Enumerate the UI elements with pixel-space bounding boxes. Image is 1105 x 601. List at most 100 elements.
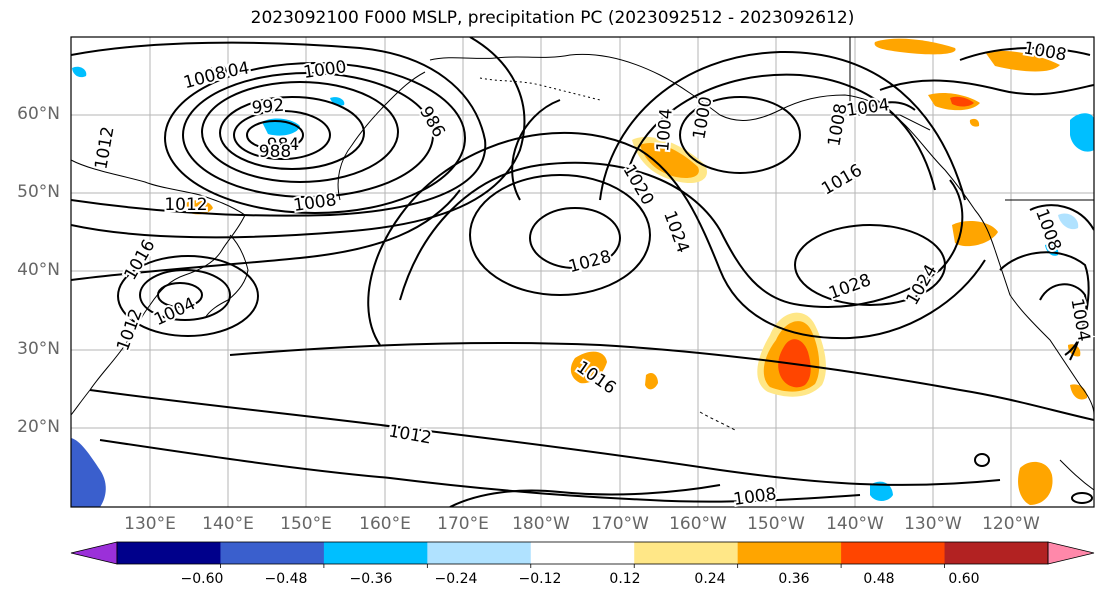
lat-label: 30°N: [17, 339, 60, 359]
isobar-line: [229, 342, 1094, 421]
isobar-line: [449, 484, 721, 507]
colorbar-segment: [323, 542, 428, 564]
lon-label: 160°W: [669, 514, 727, 534]
lat-label: 40°N: [17, 260, 60, 280]
precipitation-shading: [71, 38, 1094, 507]
precip-blob: [71, 438, 106, 507]
isobar-line: [139, 269, 231, 321]
colorbar-tick-label: 0.36: [778, 571, 810, 587]
isobar-line: [529, 207, 621, 269]
colorbar-segment: [530, 542, 635, 564]
isobar-line: [233, 110, 331, 160]
isobar-line: [219, 96, 365, 170]
isobar-line: [157, 282, 203, 308]
coast-border-canada: [849, 37, 931, 131]
colorbar-segment: [220, 542, 325, 564]
precip-blob: [952, 220, 998, 247]
map-title: 2023092100 F000 MSLP, precipitation PC (…: [250, 8, 855, 28]
colorbar-segment: [117, 542, 221, 564]
lon-label: 150°W: [747, 514, 805, 534]
lon-label: 130°W: [904, 514, 962, 534]
isobar-line: [879, 79, 1094, 96]
colorbar-tick-label: −0.36: [349, 571, 393, 587]
colorbar-tick-label: −0.48: [264, 571, 308, 587]
colorbar-tick-label: −0.24: [434, 571, 478, 587]
isobar-line: [974, 453, 990, 467]
coast-kamchatka: [337, 71, 426, 201]
coast-japan: [204, 234, 249, 319]
precip-blob: [969, 118, 980, 127]
colorbar-segment: [737, 542, 842, 564]
precip-blob: [870, 481, 893, 501]
isobar-line: [71, 189, 461, 281]
precip-blob: [186, 200, 213, 215]
colorbar-segment: [944, 542, 1049, 564]
colorbar-segment: [841, 542, 946, 564]
lon-label: 170°E: [437, 514, 489, 534]
lon-label: 120°W: [982, 514, 1040, 534]
colorbar-tick-label: 0.24: [694, 571, 726, 587]
coast-alaska: [429, 53, 996, 251]
isobar-line: [164, 62, 466, 214]
colorbar-tick-label: −0.60: [180, 571, 224, 587]
lat-label: 50°N: [17, 182, 60, 202]
isobar-label: 992: [251, 96, 285, 119]
coast-mexico: [1059, 459, 1094, 491]
isobar-line: [849, 101, 916, 116]
isobar-line: [89, 389, 1001, 486]
colorbar-segment: [427, 542, 532, 564]
map-frame: [70, 36, 1095, 508]
isobar-line: [71, 41, 487, 217]
precip-blob: [645, 372, 658, 390]
precip-blob: [1018, 461, 1053, 505]
isobar-line: [1039, 283, 1088, 356]
isobar-line: [959, 47, 1091, 61]
isobar-line: [629, 73, 936, 191]
precip-blob: [640, 142, 699, 178]
isobar-line: [511, 99, 561, 201]
isobar-line: [182, 72, 434, 198]
isobar-line: [599, 50, 966, 201]
precip-blob: [1058, 213, 1079, 230]
isobar-line: [1029, 204, 1094, 231]
colorbar-frame: [116, 541, 1049, 565]
isobar-line: [246, 120, 304, 150]
hawaii-islands: [699, 411, 736, 431]
precip-blob: [570, 351, 607, 384]
colorbar: [70, 541, 1095, 568]
isobar-label: 988: [259, 142, 291, 162]
precip-blob: [72, 66, 87, 78]
coastlines: [71, 37, 1094, 491]
colorbar-tick-label: 0.12: [609, 571, 641, 587]
colorbar-extend-low: [70, 541, 118, 565]
lon-label: 160°E: [359, 514, 411, 534]
isobar-line: [469, 174, 651, 296]
isobar-line: [399, 161, 964, 308]
isobars: [71, 37, 1094, 507]
precip-blob: [330, 97, 345, 106]
isobar-line: [99, 439, 861, 503]
isobar-line: [201, 81, 399, 183]
isobar-label: 1008: [824, 102, 851, 148]
aleutian-islands: [479, 77, 601, 101]
isobar-label: 984: [267, 135, 299, 155]
lon-label: 140°E: [202, 514, 254, 534]
precip-blob: [1070, 113, 1094, 152]
precip-blob: [874, 38, 956, 55]
lat-label: 60°N: [17, 104, 60, 124]
isobar-line: [367, 131, 986, 346]
lon-label: 170°W: [591, 514, 649, 534]
coast-asia: [71, 159, 246, 416]
isobar-line: [679, 96, 801, 174]
lon-label: 140°W: [826, 514, 884, 534]
coast-namerica: [994, 249, 1094, 416]
colorbar-tick-label: −0.12: [518, 571, 562, 587]
lon-label: 180°W: [512, 514, 570, 534]
isobar-line: [117, 255, 259, 337]
isobar-label: 1004: [653, 108, 677, 153]
precip-blob: [950, 96, 974, 107]
precip-blob: [985, 50, 1060, 72]
lon-label: 130°E: [124, 514, 176, 534]
lon-label: 150°E: [280, 514, 332, 534]
lat-label: 20°N: [17, 417, 60, 437]
